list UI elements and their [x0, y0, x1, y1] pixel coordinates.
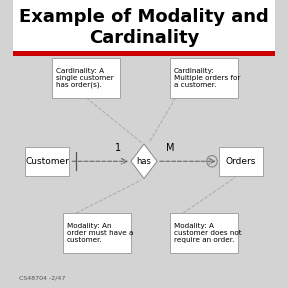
Text: CS48704 -2/47: CS48704 -2/47: [18, 276, 65, 281]
Text: has: has: [137, 157, 151, 166]
Bar: [170, 58, 238, 98]
Bar: [13, 51, 275, 56]
Text: Cardinality:
Multiple orders for
a customer.: Cardinality: Multiple orders for a custo…: [174, 68, 240, 88]
Bar: [13, 0, 275, 52]
Bar: [25, 147, 69, 176]
Text: Orders: Orders: [226, 157, 256, 166]
Text: 1: 1: [115, 143, 121, 153]
Text: Cardinality: A
single customer
has order(s).: Cardinality: A single customer has order…: [56, 67, 114, 88]
Bar: [52, 58, 120, 98]
Bar: [63, 213, 131, 253]
Bar: [219, 147, 263, 176]
Text: Modality: An
order must have a
customer.: Modality: An order must have a customer.: [67, 223, 133, 243]
Text: M: M: [166, 143, 175, 153]
Bar: [170, 213, 238, 253]
Text: Example of Modality and
Cardinality: Example of Modality and Cardinality: [19, 8, 269, 47]
Text: Modality: A
customer does not
require an order.: Modality: A customer does not require an…: [174, 223, 242, 243]
Text: Customer: Customer: [25, 157, 69, 166]
Polygon shape: [131, 144, 157, 179]
